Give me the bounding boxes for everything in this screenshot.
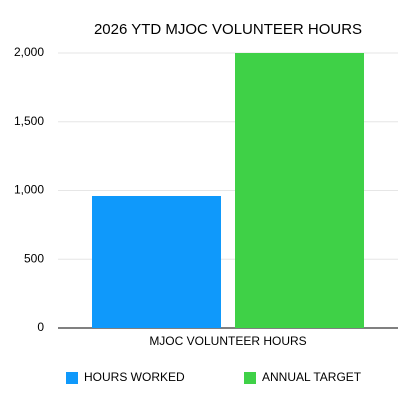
y-tick-label: 0 [37,320,44,334]
legend-swatch [66,372,78,384]
x-tick-label: MJOC VOLUNTEER HOURS [149,334,306,348]
y-tick-label: 1,500 [14,114,44,128]
bar [235,53,364,328]
y-tick-label: 2,000 [14,45,44,59]
y-tick-label: 1,000 [14,183,44,197]
chart-title: 2026 YTD MJOC VOLUNTEER HOURS [94,21,362,38]
legend-label: HOURS WORKED [84,370,185,384]
legend-label: ANNUAL TARGET [262,370,362,384]
legend-swatch [244,372,256,384]
y-tick-label: 500 [24,251,44,265]
bar [92,196,221,328]
